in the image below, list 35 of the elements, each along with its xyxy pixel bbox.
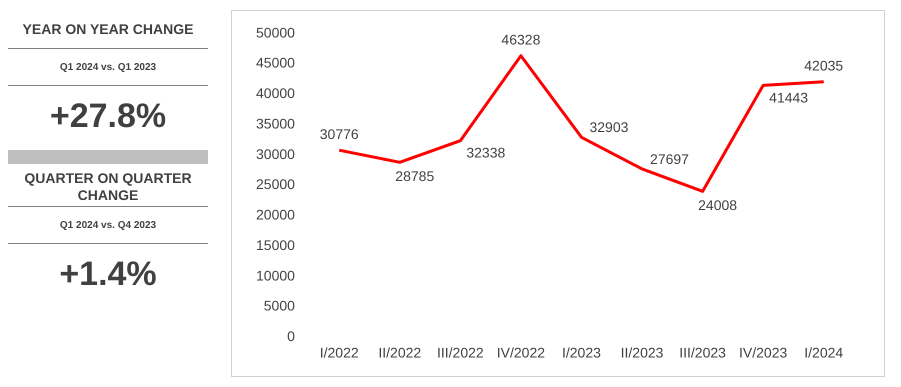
y-tick-label: 20000 — [256, 206, 296, 223]
y-tick-label: 10000 — [256, 267, 296, 284]
y-tick-label: 35000 — [256, 115, 296, 132]
text: Q1 2024 vs. Q1 2023 — [60, 62, 156, 72]
x-tick-label: III/2022 — [436, 344, 484, 360]
x-tick-label: I/2022 — [320, 344, 359, 360]
text: YEAR ON YEAR CHANGE — [22, 20, 194, 38]
x-tick-label: I/2024 — [804, 344, 844, 360]
x-tick-label: I/2023 — [562, 344, 602, 360]
data-label: 32903 — [589, 119, 629, 136]
x-tick-label: II/2023 — [620, 344, 664, 360]
data-label: 30776 — [320, 126, 359, 142]
x-tick-label: II/2022 — [378, 344, 422, 360]
y-tick-label: 40000 — [256, 85, 296, 102]
data-label: 42035 — [804, 58, 844, 74]
x-tick-label: III/2023 — [679, 344, 726, 360]
text: Q1 2024 vs. Q4 2023 — [60, 220, 156, 230]
x-tick-label: IV/2022 — [496, 344, 546, 360]
text: +1.4% — [59, 254, 157, 294]
y-tick-label: 50000 — [256, 24, 296, 40]
data-label: 24008 — [698, 197, 738, 214]
y-tick-label: 25000 — [256, 176, 296, 192]
y-tick-label: 45000 — [256, 54, 296, 71]
data-label: 46328 — [501, 32, 541, 48]
text: +27.8% — [50, 96, 166, 136]
y-tick-label: 0 — [287, 328, 296, 344]
y-tick-label: 5000 — [264, 298, 296, 314]
data-label: 41443 — [769, 89, 808, 106]
y-tick-label: 30000 — [256, 146, 296, 162]
data-label: 28785 — [395, 168, 434, 184]
text: QUARTER ON QUARTER CHANGE — [23, 170, 193, 204]
data-label: 27697 — [650, 150, 690, 167]
x-tick-label: IV/2023 — [739, 344, 788, 360]
y-tick-label: 15000 — [256, 236, 296, 253]
data-label: 32338 — [466, 144, 506, 161]
